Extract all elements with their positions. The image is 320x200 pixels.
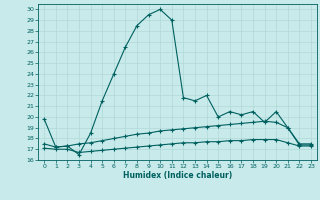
X-axis label: Humidex (Indice chaleur): Humidex (Indice chaleur) <box>123 171 232 180</box>
